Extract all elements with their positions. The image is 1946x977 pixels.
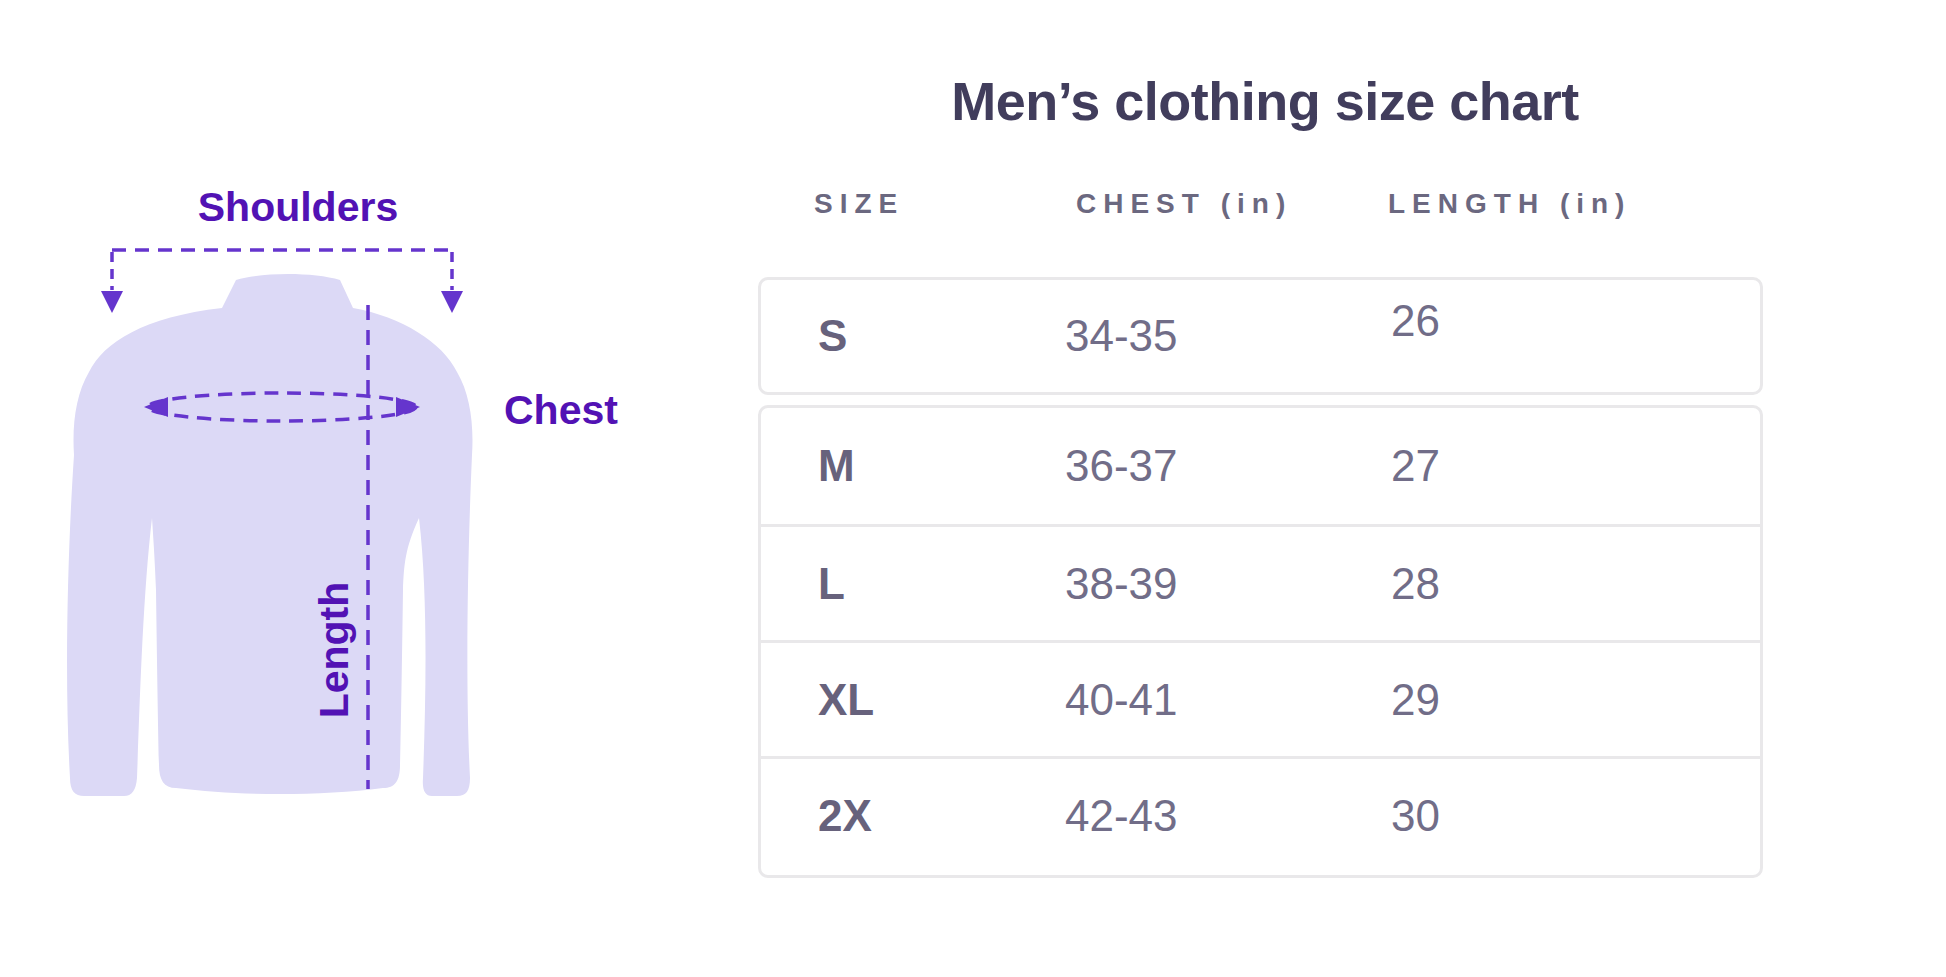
chart-title: Men’s clothing size chart: [760, 70, 1770, 132]
size-table-card-top: S 34-35 26: [758, 277, 1763, 395]
size-cell: M: [818, 444, 855, 488]
chest-cell: 36-37: [1065, 444, 1178, 488]
column-header-size: SIZE: [814, 190, 904, 218]
length-cell: 30: [1391, 794, 1440, 838]
column-header-length: LENGTH (in): [1388, 190, 1631, 218]
shoulders-measure-label: Shoulders: [128, 187, 468, 228]
size-cell: 2X: [818, 794, 872, 838]
length-cell: 28: [1391, 562, 1440, 606]
table-row-xl: XL 40-41 29: [761, 640, 1760, 756]
column-header-chest: CHEST (in): [1076, 190, 1292, 218]
length-cell: 27: [1391, 444, 1440, 488]
shirt-silhouette: [67, 274, 472, 796]
chest-cell: 34-35: [1065, 314, 1178, 358]
table-row-m: M 36-37 27: [761, 408, 1760, 524]
arrow-down-left-icon: [101, 291, 123, 313]
size-cell: S: [818, 314, 847, 358]
table-row-2x: 2X 42-43 30: [761, 756, 1760, 872]
table-row-l: L 38-39 28: [761, 524, 1760, 640]
size-guide-infographic: Shoulders Chest Length Men’s clothing si…: [0, 0, 1946, 977]
chest-cell: 40-41: [1065, 678, 1178, 722]
chest-cell: 42-43: [1065, 794, 1178, 838]
shirt-back-illustration: [0, 0, 660, 977]
chest-cell: 38-39: [1065, 562, 1178, 606]
length-measure-label: Length: [314, 550, 358, 750]
size-table-card-bottom: M 36-37 27 L 38-39 28 XL 40-41 29 2X 42-…: [758, 405, 1763, 878]
arrow-down-right-icon: [441, 291, 463, 313]
size-cell: L: [818, 562, 845, 606]
chest-measure-label: Chest: [504, 390, 618, 431]
size-cell: XL: [818, 678, 874, 722]
table-row-s: S 34-35 26: [761, 280, 1760, 392]
length-cell: 26: [1391, 299, 1440, 343]
length-cell: 29: [1391, 678, 1440, 722]
